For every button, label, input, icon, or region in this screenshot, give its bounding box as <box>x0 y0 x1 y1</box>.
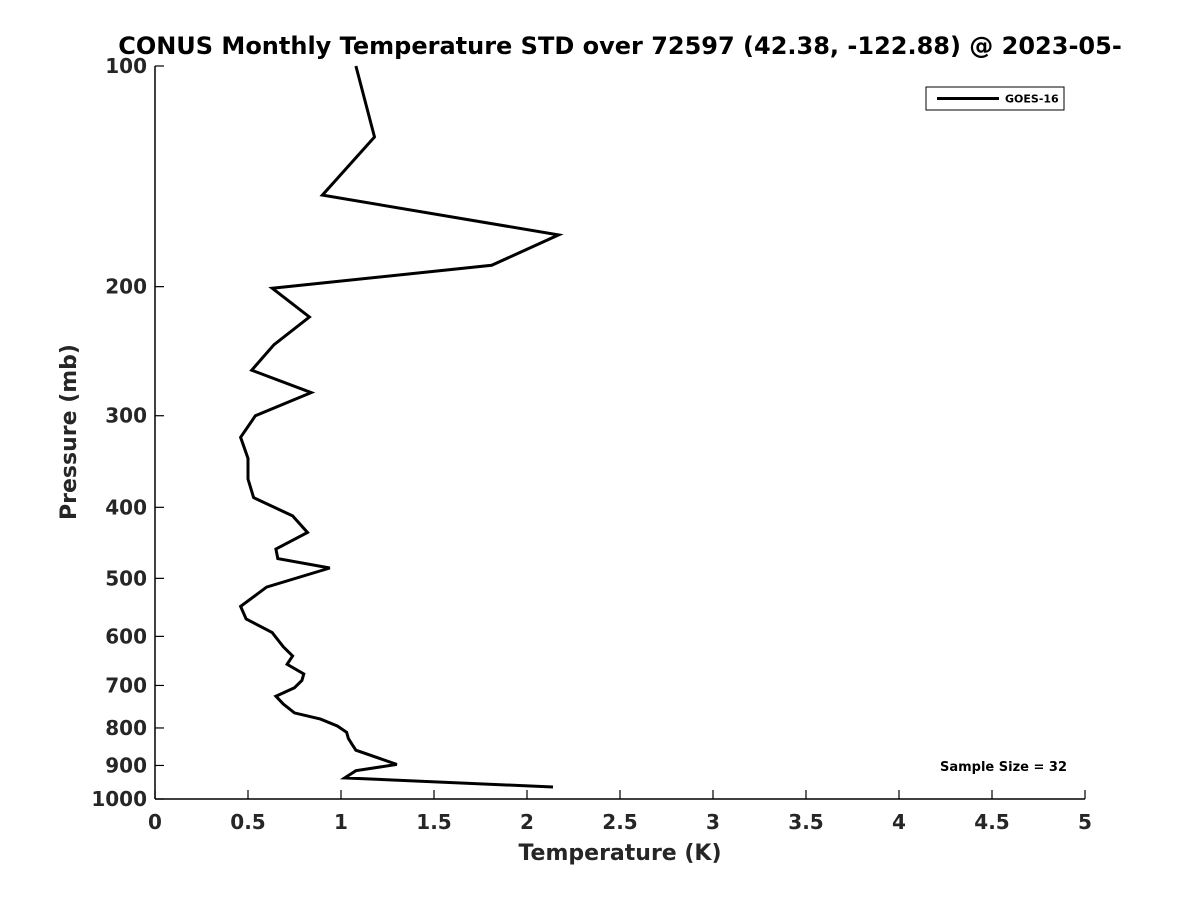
x-tick-label: 2.5 <box>602 810 637 834</box>
series-layer <box>238 65 564 789</box>
x-tick-label: 3 <box>706 810 720 834</box>
legend-label-goes-16: GOES-16 <box>1005 93 1059 106</box>
x-tick-label: 3.5 <box>788 810 823 834</box>
y-tick-label: 100 <box>105 54 147 78</box>
y-tick-label: 300 <box>105 404 147 428</box>
x-tick-label: 4.5 <box>974 810 1009 834</box>
y-tick-label: 500 <box>105 566 147 590</box>
chart-title: CONUS Monthly Temperature STD over 72597… <box>118 32 1122 60</box>
x-tick-label: 2 <box>520 810 534 834</box>
sample-size-annotation: Sample Size = 32 <box>940 760 1067 775</box>
x-tick-label: 0.5 <box>230 810 265 834</box>
y-tick-label: 900 <box>105 753 147 777</box>
y-axis-label: Pressure (mb) <box>57 344 82 520</box>
y-tick-label: 200 <box>105 275 147 299</box>
y-tick-label: 600 <box>105 624 147 648</box>
y-tick-label: 700 <box>105 673 147 697</box>
plot-area: 0 0.5 1 1.5 2 2.5 3 3.5 4 4.5 5 100 200 300 400 500 600… <box>91 54 1092 834</box>
y-ticks: 100 200 300 400 500 600 700 800 900 1000 <box>91 54 164 811</box>
y-tick-label: 400 <box>105 495 147 519</box>
series-line-goes-16 <box>238 65 564 789</box>
y-tick-label: 1000 <box>91 787 147 811</box>
x-tick-label: 4 <box>892 810 906 834</box>
x-tick-label: 1.5 <box>416 810 451 834</box>
legend: GOES-16 <box>925 86 1065 111</box>
x-ticks: 0 0.5 1 1.5 2 2.5 3 3.5 4 4.5 5 <box>148 790 1092 834</box>
x-tick-label: 5 <box>1078 810 1092 834</box>
x-tick-label: 1 <box>334 810 348 834</box>
y-tick-label: 800 <box>105 716 147 740</box>
x-tick-label: 0 <box>148 810 162 834</box>
x-axis-label: Temperature (K) <box>518 841 721 866</box>
